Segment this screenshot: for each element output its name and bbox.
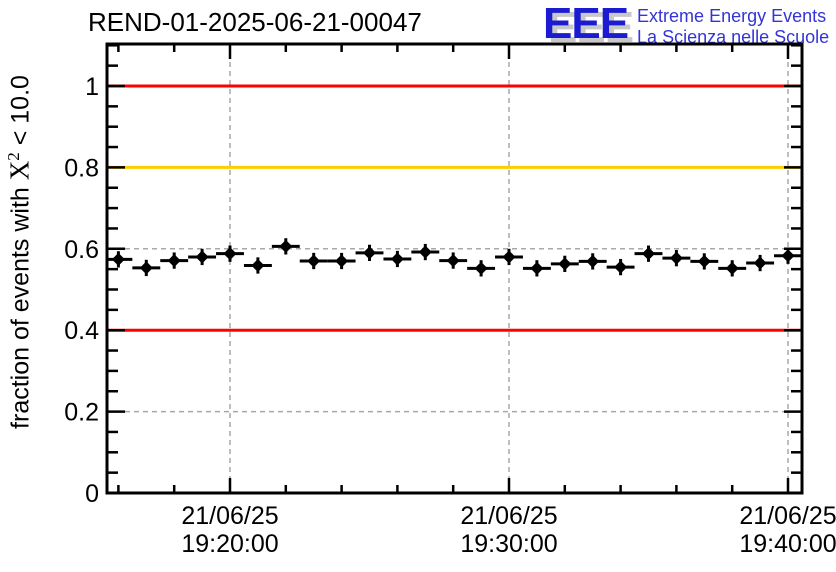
eee-logo-letters: EEE bbox=[543, 0, 629, 48]
data-point bbox=[634, 245, 663, 262]
x-tick-label-time: 19:30:00 bbox=[460, 530, 557, 558]
x-axis-labels: 21/06/2519:20:0021/06/2519:30:0021/06/25… bbox=[181, 502, 836, 558]
data-point bbox=[606, 258, 635, 276]
eee-logo: EEE Extreme Energy Events La Scienza nel… bbox=[543, 2, 829, 48]
x-tick-label-date: 21/06/25 bbox=[181, 502, 278, 530]
y-tick-label: 1 bbox=[85, 73, 99, 101]
data-point bbox=[662, 250, 691, 267]
data-series bbox=[108, 238, 801, 277]
data-point bbox=[216, 245, 244, 262]
x-tick-label-time: 19:20:00 bbox=[181, 530, 278, 558]
data-point bbox=[718, 260, 747, 277]
data-point bbox=[411, 243, 440, 261]
data-point bbox=[299, 252, 328, 270]
eee-logo-line1: Extreme Energy Events bbox=[637, 6, 827, 26]
y-tick-label: 0 bbox=[85, 480, 99, 508]
y-tick-label: 0.4 bbox=[64, 317, 99, 345]
data-point bbox=[467, 260, 496, 277]
data-point bbox=[108, 251, 133, 268]
axis-ticks bbox=[107, 44, 802, 493]
data-point bbox=[355, 244, 384, 262]
data-point bbox=[495, 248, 523, 266]
y-tick-label: 0.8 bbox=[64, 154, 99, 182]
plot-title: REND-01-2025-06-21-00047 bbox=[88, 7, 422, 37]
data-point bbox=[578, 253, 607, 270]
data-point bbox=[439, 252, 468, 269]
x-tick-label-date: 21/06/25 bbox=[460, 502, 557, 530]
eee-logo-line2: La Scienza nelle Scuole bbox=[637, 27, 830, 47]
x-tick-label-date: 21/06/25 bbox=[739, 502, 836, 530]
data-point bbox=[188, 248, 217, 266]
data-point bbox=[271, 238, 300, 255]
data-point bbox=[327, 252, 356, 270]
data-point bbox=[522, 260, 551, 277]
data-point bbox=[243, 257, 272, 274]
eee-logo-text: Extreme Energy Events La Scienza nelle S… bbox=[637, 6, 829, 48]
y-tick-label: 0.2 bbox=[64, 399, 99, 427]
data-point bbox=[690, 253, 719, 270]
data-point bbox=[774, 247, 801, 264]
y-tick-label: 0.6 bbox=[64, 236, 99, 264]
data-point bbox=[160, 252, 189, 269]
data-point bbox=[550, 255, 579, 272]
data-point bbox=[746, 254, 775, 272]
x-tick-label-time: 19:40:00 bbox=[739, 530, 836, 558]
reference-lines bbox=[107, 84, 802, 332]
y-axis-labels: 0 0.2 0.4 0.6 0.8 1 bbox=[64, 73, 99, 508]
data-point bbox=[132, 259, 161, 277]
data-point bbox=[383, 250, 412, 268]
